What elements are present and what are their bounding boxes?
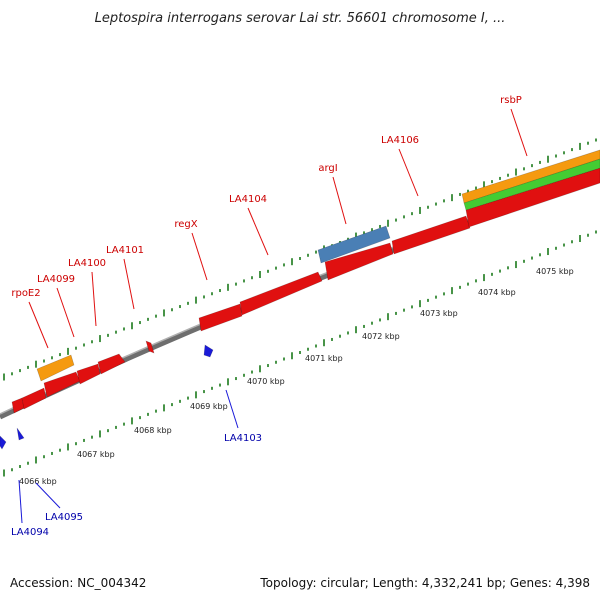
gene-leader-line [332,176,347,225]
chromosome-backbone [0,175,600,420]
gene-arrow [391,215,471,255]
gene-marker-reverse [0,435,7,450]
gene-leader-line [191,232,208,281]
gene-label[interactable]: LA4099 [37,274,75,285]
gene-marker-reverse [203,344,214,358]
genome-summary-text: Topology: circular; Length: 4,332,241 bp… [260,576,590,590]
scale-label: 4066 kbp [19,477,57,486]
gene-leader-line [18,479,23,524]
outer-tick-track [3,138,597,381]
gene-arrow [76,363,101,385]
gene-leader-line [28,301,49,349]
scale-label: 4074 kbp [478,288,516,297]
inner-tick-track [3,230,597,477]
gene-label[interactable]: LA4100 [68,258,106,269]
feature-layer [0,149,600,450]
scale-label: 4072 kbp [362,332,400,341]
gene-arrow [239,271,323,316]
gene-label[interactable]: LA4101 [106,245,144,256]
gene-arrow [324,242,394,281]
scale-label: 4073 kbp [420,309,458,318]
gene-arrow [97,353,126,375]
gene-leader-line [56,287,75,338]
gene-label[interactable]: LA4095 [45,512,83,523]
gene-label[interactable]: LA4094 [11,527,49,538]
accession-text: Accession: NC_004342 [10,576,147,590]
gene-label[interactable]: argI [318,163,337,174]
gene-leader-line [35,482,61,509]
scale-label: 4070 kbp [247,377,285,386]
scale-label: 4071 kbp [305,354,343,363]
map-title: Leptospira interrogans serovar Lai str. … [95,11,506,26]
gene-label[interactable]: regX [174,219,197,230]
gene-marker [145,340,155,354]
feature-bar-orange [36,354,75,382]
gene-label[interactable]: LA4103 [224,433,262,444]
scale-labels: 4066 kbp 4067 kbp 4068 kbp 4069 kbp 4070 kbp… [19,267,574,486]
scale-label: 4067 kbp [77,450,115,459]
gene-marker-reverse [16,427,25,441]
gene-leader-line [510,108,528,157]
feature-bar-green [463,158,600,211]
gene-label[interactable]: rpoE2 [11,288,40,299]
feature-bar-blue [317,225,391,264]
gene-label[interactable]: LA4106 [381,135,419,146]
feature-bar-orange [461,149,600,204]
scale-label: 4069 kbp [190,402,228,411]
gene-leader-line [247,207,269,256]
scale-label: 4068 kbp [134,426,172,435]
gene-arrow [21,387,47,410]
gene-leader-line [398,148,419,197]
gene-label[interactable]: rsbP [500,95,522,106]
gene-leader-line [225,389,239,429]
gene-label[interactable]: LA4104 [229,194,267,205]
gene-arrow [198,303,243,332]
scale-label: 4075 kbp [536,267,574,276]
gene-leader-line [91,271,97,327]
gene-leader-line [123,258,135,310]
